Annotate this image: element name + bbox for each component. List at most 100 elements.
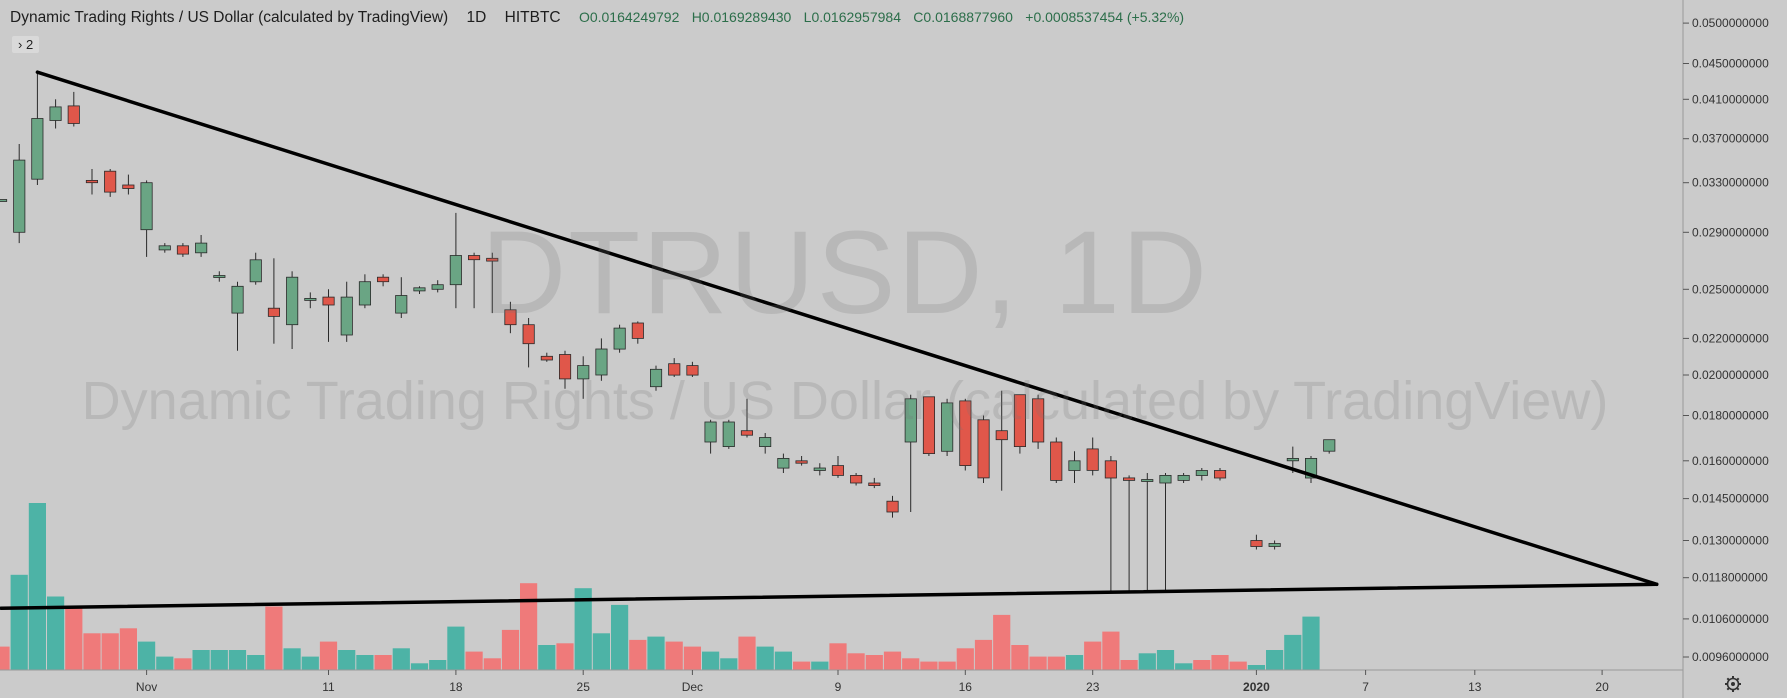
price-tick-label: 0.0450000000 (1692, 57, 1769, 71)
volume-bar-39 (702, 651, 720, 670)
candle-5[interactable] (85, 169, 99, 195)
candle-17[interactable] (304, 292, 317, 309)
volume-bar-43 (774, 651, 792, 670)
candle-38[interactable] (686, 361, 699, 377)
candle-45[interactable] (813, 463, 826, 476)
candle-60[interactable] (1086, 437, 1099, 476)
candle-71[interactable] (1305, 456, 1318, 483)
candle-63[interactable] (1141, 473, 1154, 591)
candle-48[interactable] (868, 477, 881, 489)
candle-52[interactable] (941, 398, 954, 456)
volume-bar-20 (356, 655, 374, 670)
candle-9[interactable] (158, 243, 171, 253)
indicators-toggle-badge[interactable]: › 2 (12, 36, 40, 53)
candle-3[interactable] (49, 99, 62, 129)
candle-24[interactable] (431, 280, 444, 293)
candle-13[interactable] (231, 281, 244, 351)
candle-29[interactable] (522, 318, 535, 368)
candle-4[interactable] (67, 91, 80, 127)
candle-19[interactable] (340, 281, 353, 342)
candle-8[interactable] (140, 180, 153, 257)
candle-30[interactable] (540, 352, 553, 362)
candle-12[interactable] (213, 271, 226, 282)
candle-21[interactable] (376, 274, 390, 287)
price-tick-label: 0.0290000000 (1692, 225, 1769, 239)
candle-67[interactable] (1214, 468, 1227, 481)
candle-32[interactable] (577, 356, 590, 399)
candle-2[interactable] (31, 70, 44, 185)
candle-65[interactable] (1177, 473, 1190, 483)
candle-50[interactable] (904, 394, 917, 512)
open-value: O0.0164249792 (578, 9, 680, 25)
volume-bar-16 (283, 648, 301, 670)
candle-28[interactable] (504, 301, 517, 334)
candle-42[interactable] (759, 433, 772, 454)
price-tick-label: 0.0130000000 (1692, 534, 1769, 548)
candle-37[interactable] (668, 358, 681, 377)
candle-57[interactable] (1032, 394, 1045, 449)
candle-6[interactable] (104, 169, 117, 197)
candle-25[interactable] (449, 212, 462, 309)
candle-31[interactable] (559, 350, 572, 389)
candle-16[interactable] (286, 271, 299, 349)
candle-33[interactable] (595, 338, 608, 381)
candle-69[interactable] (1268, 540, 1281, 550)
candle-0[interactable] (0, 199, 8, 202)
candle-40[interactable] (722, 419, 735, 449)
candle-58[interactable] (1050, 437, 1063, 484)
candle-64[interactable] (1159, 473, 1172, 591)
price-tick-label: 0.0250000000 (1692, 282, 1769, 296)
candle-41[interactable] (740, 398, 753, 438)
volume-bar-25 (447, 626, 465, 670)
volume-bar-68 (1229, 661, 1247, 670)
candle-11[interactable] (195, 235, 208, 257)
trendline-ascending-support[interactable] (0, 582, 1659, 610)
candle-53[interactable] (959, 398, 972, 471)
candle-27[interactable] (486, 252, 499, 314)
candle-22[interactable] (395, 277, 408, 318)
candle-61[interactable] (1104, 456, 1117, 591)
trendline-descending-resistance[interactable] (35, 70, 1659, 587)
candle-34[interactable] (613, 324, 626, 353)
volume-bar-0 (0, 646, 10, 670)
candle-47[interactable] (850, 473, 863, 486)
candle-23[interactable] (413, 286, 426, 294)
candle-35[interactable] (631, 321, 644, 344)
symbol-title[interactable]: Dynamic Trading Rights / US Dollar (calc… (10, 9, 449, 26)
volume-bar-62 (1120, 660, 1138, 670)
candle-62[interactable] (1123, 475, 1136, 591)
candle-10[interactable] (176, 243, 190, 257)
time-tick-label: 11 (322, 680, 335, 694)
candle-72[interactable] (1323, 439, 1336, 454)
candle-43[interactable] (777, 453, 790, 473)
candle-46[interactable] (831, 456, 844, 478)
candle-15[interactable] (267, 258, 280, 344)
candle-36[interactable] (650, 365, 663, 391)
candle-54[interactable] (977, 415, 990, 484)
candle-26[interactable] (467, 252, 481, 309)
interval-label[interactable]: 1D (466, 9, 487, 26)
candle-68[interactable] (1250, 534, 1263, 550)
candle-44[interactable] (795, 456, 808, 466)
candle-51[interactable] (922, 396, 935, 456)
candle-1[interactable] (13, 144, 26, 244)
candle-18[interactable] (322, 289, 335, 342)
candle-59[interactable] (1068, 451, 1081, 483)
candle-7[interactable] (122, 174, 135, 195)
legend-header: Dynamic Trading Rights / US Dollar (calc… (10, 9, 1192, 27)
candle-49[interactable] (886, 495, 899, 518)
candles (0, 70, 1336, 591)
volume-bar-10 (174, 658, 192, 670)
candle-39[interactable] (704, 419, 717, 454)
candle-14[interactable] (249, 252, 262, 285)
volume-bar-21 (374, 655, 392, 670)
candle-66[interactable] (1195, 468, 1208, 481)
volume-bar-11 (192, 650, 210, 670)
candle-20[interactable] (358, 274, 371, 309)
price-axis: 0.0500000000 0.0450000000 0.0410000000 0.03… (1683, 16, 1769, 664)
gear-icon[interactable] (1725, 676, 1741, 692)
candle-56[interactable] (1013, 394, 1026, 454)
candle-55[interactable] (995, 390, 1008, 491)
